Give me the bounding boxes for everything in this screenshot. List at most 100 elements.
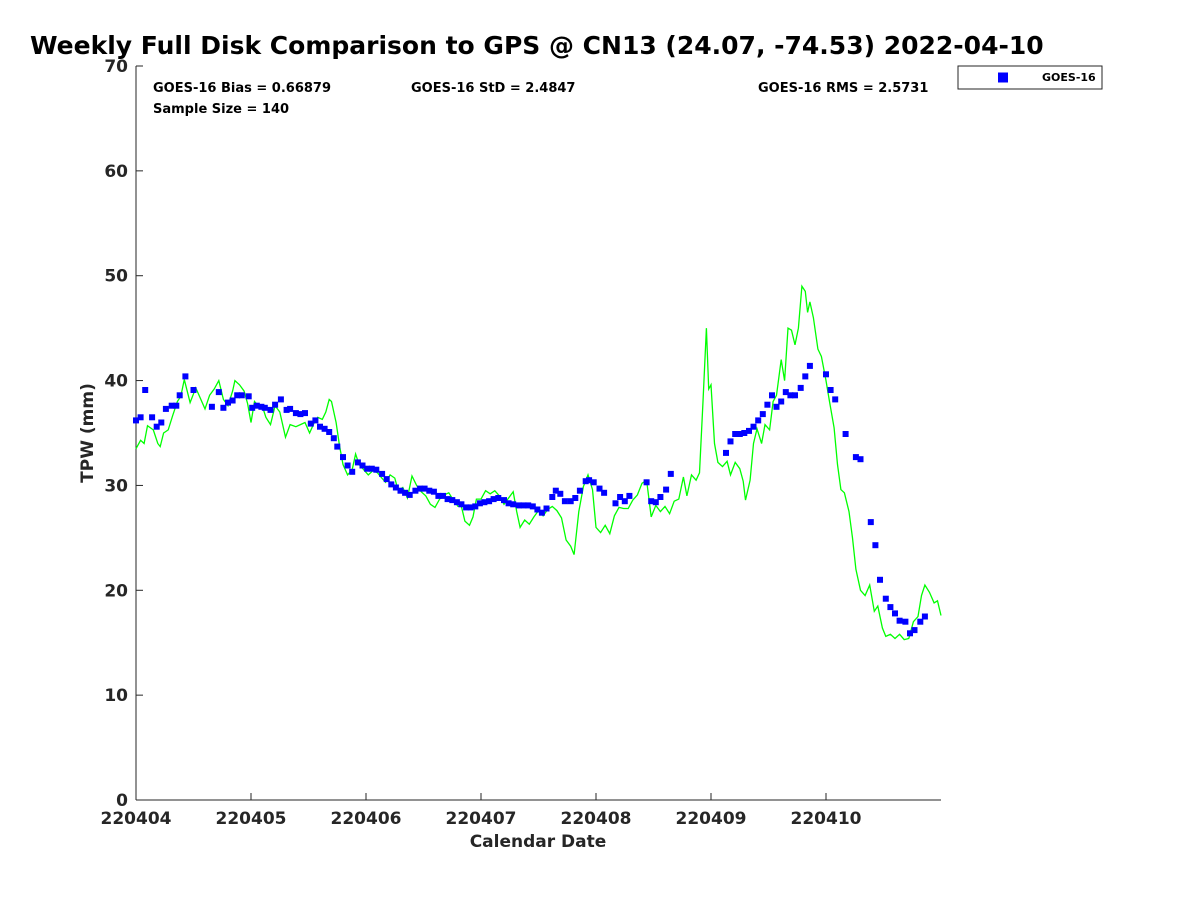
goes-16-data-point (917, 618, 924, 625)
goes-16-data-point (283, 406, 290, 413)
goes-16-data-point (552, 487, 559, 494)
goes-16-data-point (220, 404, 227, 411)
goes-16-data-point (746, 427, 752, 434)
goes-16-data-point (663, 486, 670, 493)
goes-16-data-point (344, 462, 351, 469)
goes-16-data-point (272, 401, 279, 408)
goes-16-data-point (162, 405, 169, 412)
goes-16-series (133, 362, 928, 637)
goes-16-data-point (759, 411, 766, 418)
goes-16-data-point (510, 501, 517, 508)
goes-16-data-point (444, 496, 451, 503)
std-stat: GOES-16 StD = 2.4847 (411, 81, 575, 96)
goes-16-data-point (312, 417, 319, 424)
goes-16-data-point (543, 505, 550, 512)
goes-16-data-point (388, 481, 395, 488)
gps-series-line (135, 284, 942, 641)
y-tick-label: 20 (104, 581, 128, 601)
bias-stat: GOES-16 Bias = 0.66879 (153, 81, 331, 96)
goes-16-data-point (576, 487, 583, 494)
goes-16-data-point (349, 468, 356, 475)
goes-16-data-point (173, 402, 180, 409)
goes-16-data-point (561, 498, 568, 505)
goes-16-data-point (787, 392, 794, 399)
goes-16-data-point (249, 404, 256, 411)
goes-16-data-point (467, 504, 474, 511)
x-tick-label: 220407 (446, 809, 517, 829)
x-tick-label: 220409 (676, 809, 747, 829)
x-axis-label: Calendar Date (470, 832, 607, 852)
goes-16-data-point (857, 456, 864, 463)
goes-16-data-point (832, 396, 839, 403)
y-tick-label: 30 (104, 476, 128, 496)
goes-16-data-point (667, 470, 674, 477)
goes-16-data-point (449, 497, 456, 504)
goes-16-data-point (412, 487, 419, 494)
goes-16-data-point (907, 630, 913, 637)
goes-16-data-point (538, 509, 545, 516)
goes-16-data-point (534, 506, 541, 513)
goes-16-data-point (896, 617, 903, 624)
goes-16-data-point (406, 491, 413, 498)
goes-16-data-point (481, 499, 488, 506)
goes-16-data-point (877, 576, 883, 583)
y-tick-label: 0 (116, 791, 128, 811)
legend-label-goes-16: GOES-16 (1042, 71, 1096, 84)
goes-16-data-point (383, 476, 390, 483)
goes-16-data-point (732, 431, 739, 437)
goes-16-data-point (215, 389, 222, 396)
goes-16-data-point (516, 502, 522, 509)
goes-16-data-point (253, 402, 260, 409)
goes-16-data-point (258, 403, 265, 410)
goes-16-data-point (921, 613, 928, 620)
goes-16-data-point (359, 462, 366, 469)
goes-16-data-point (334, 443, 341, 450)
goes-16-data-point (287, 405, 294, 412)
goes-16-data-point (652, 499, 659, 506)
goes-16-data-point (842, 431, 849, 437)
goes-16-data-point (317, 423, 323, 430)
goes-16-data-point (440, 492, 446, 499)
legend: GOES-16 (957, 65, 1103, 90)
goes-16-data-point (234, 392, 241, 399)
goes-16-data-point (549, 494, 556, 500)
goes-16-data-point (601, 489, 608, 496)
x-tick-label: 220410 (791, 809, 862, 829)
legend-box (957, 65, 1103, 90)
goes-16-data-point (490, 496, 497, 503)
goes-16-data-point (225, 399, 231, 406)
goes-16-data-point (176, 392, 183, 399)
x-axis-ticks: 220404 220405 220406 220407 220408 220409 2204… (101, 793, 862, 829)
x-tick-label: 220405 (216, 809, 287, 829)
goes-16-data-point (626, 492, 633, 499)
x-tick-label: 220404 (101, 809, 172, 829)
goes-16-data-point (326, 429, 333, 435)
goes-16-data-point (142, 387, 149, 393)
goes-16-data-point (882, 595, 889, 602)
goes-16-data-point (402, 489, 409, 496)
rms-stat: GOES-16 RMS = 2.5731 (758, 81, 928, 96)
goes-16-data-point (501, 497, 507, 504)
goes-16-data-point (572, 495, 579, 501)
y-tick-label: 40 (104, 372, 128, 392)
goes-16-data-point (476, 500, 483, 507)
goes-16-data-point (435, 492, 442, 499)
goes-16-data-point (520, 502, 527, 509)
goes-16-data-point (778, 398, 785, 405)
goes-16-data-point (867, 519, 874, 526)
goes-16-data-point (321, 425, 328, 432)
goes-16-data-point (872, 542, 879, 549)
goes-16-data-point (617, 494, 624, 500)
goes-16-data-point (421, 485, 428, 492)
goes-16-data-point (902, 618, 909, 625)
goes-16-data-point (379, 470, 386, 477)
plot-area: 0 10 20 30 40 50 60 70 220404 220405 220406 220407… (101, 57, 942, 829)
goes-16-data-point (158, 419, 165, 426)
goes-16-data-point (586, 477, 593, 484)
y-axis-label: TPW (mm) (78, 383, 98, 483)
goes-16-data-point (458, 501, 465, 508)
goes-16-data-point (297, 411, 304, 418)
goes-16-data-point (245, 393, 252, 400)
goes-16-data-point (261, 404, 268, 411)
goes-16-data-point (892, 610, 898, 617)
